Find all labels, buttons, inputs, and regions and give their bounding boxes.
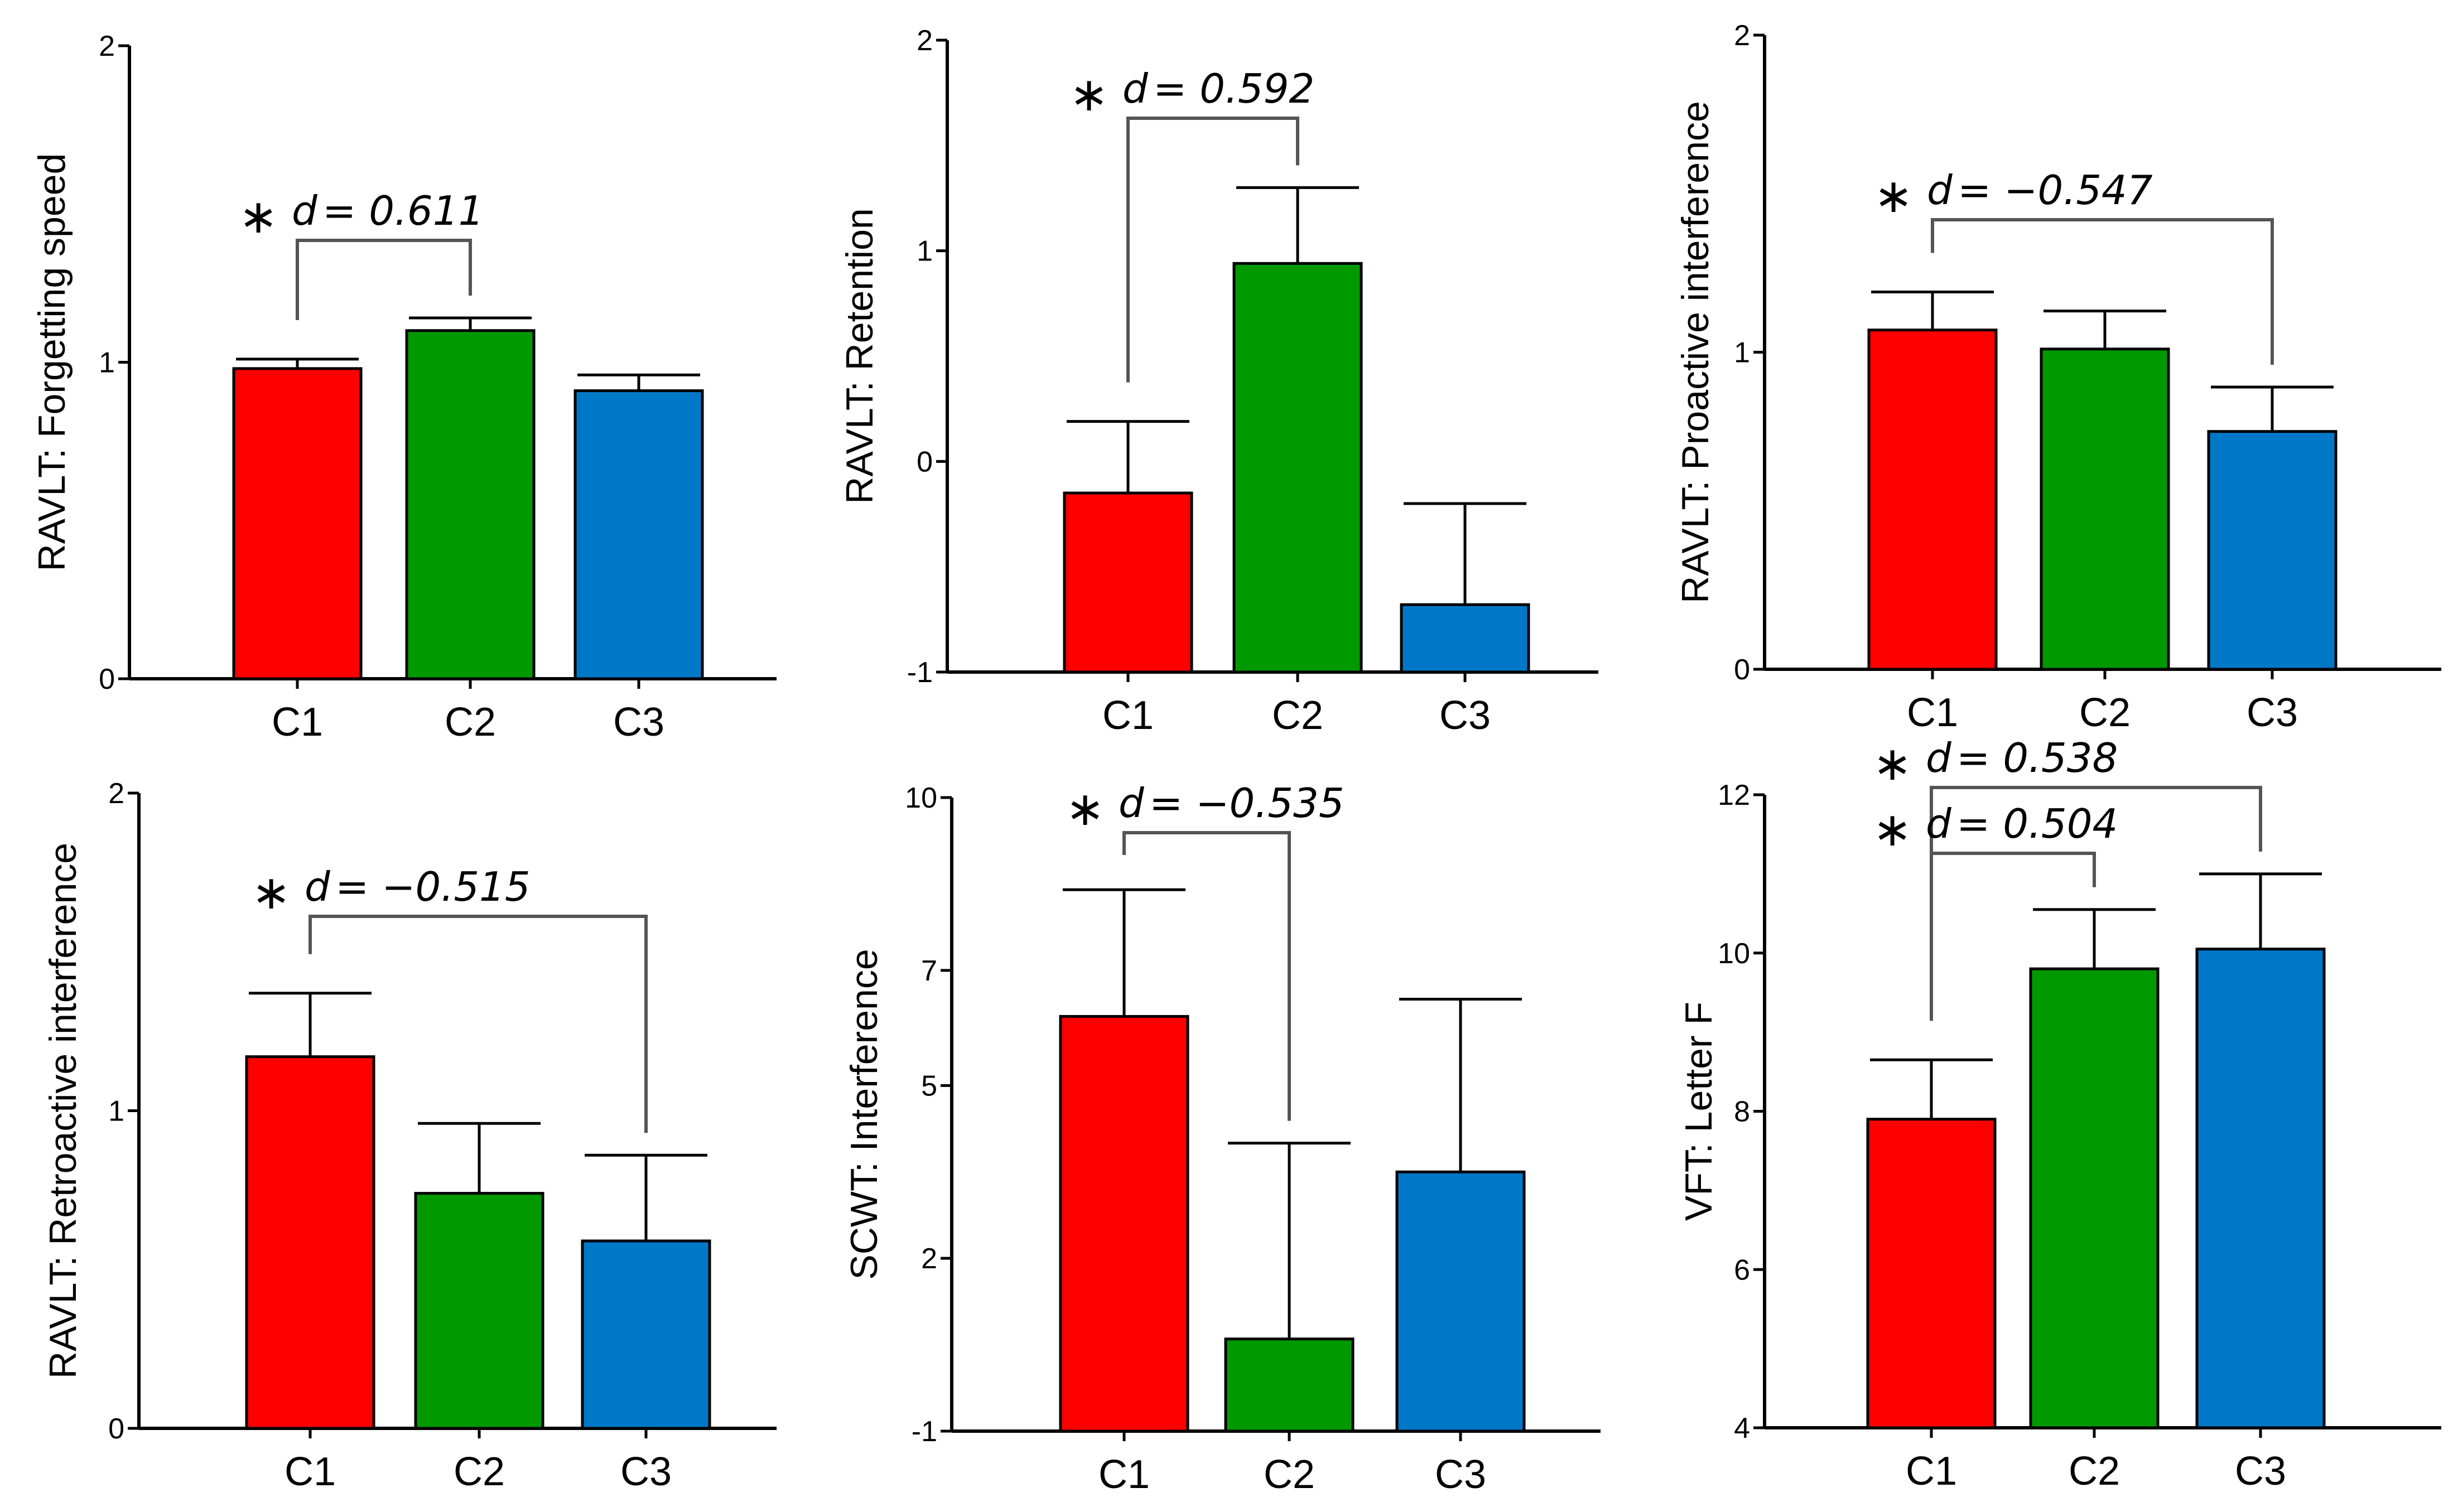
bar-c2 <box>2040 347 2170 671</box>
chart-panel-1: RAVLT: Forgetting speed 0 1 2 C1 C2 C3 ∗ d = 0.6… <box>31 30 777 745</box>
chart-panel-6: VFT: Letter F 4 6 8 10 12 C1 C2 C3 ∗ d = 0.538 ∗ d =… <box>1678 735 2441 1494</box>
significance-star: ∗ <box>1874 168 1913 223</box>
y-tick-label: 1 <box>917 235 933 268</box>
y-tick-label: 6 <box>1734 1254 1750 1286</box>
chart-panel-2: RAVLT: Retention -1 0 1 2 C1 C2 C3 ∗ d = 0.592 <box>838 25 1598 738</box>
y-tick-label: 2 <box>1734 20 1750 52</box>
significance-bracket <box>1126 117 1299 383</box>
effect-size-label: d <box>1122 65 1149 112</box>
y-axis-title: RAVLT: Proactive interference <box>1674 101 1717 603</box>
chart-panel-5: SCWT: Interference -1 2 5 7 10 C1 C2 C3 ∗ d = −0.5… <box>843 780 1601 1497</box>
significance-star: ∗ <box>1873 802 1912 857</box>
bar-c3 <box>2207 430 2337 671</box>
bar-c3 <box>1400 603 1530 674</box>
y-axis-title: RAVLT: Retroactive interference <box>42 843 84 1379</box>
x-tick-label-c2: C2 <box>454 1450 505 1494</box>
y-tick-label: 1 <box>1734 337 1750 369</box>
x-tick-label-c3: C3 <box>2247 690 2298 735</box>
y-tick-label: 0 <box>1734 654 1750 686</box>
y-axis-title: RAVLT: Forgetting speed <box>31 153 73 572</box>
chart-panel-3: RAVLT: Proactive interference 0 1 2 C1 C2 C3 ∗ d… <box>1674 20 2441 735</box>
y-tick-label: 12 <box>1718 779 1750 811</box>
bar-c2 <box>1232 262 1363 674</box>
y-tick-label: 10 <box>1718 938 1750 970</box>
x-tick-label-c2: C2 <box>2069 1449 2120 1494</box>
significance-star: ∗ <box>1069 67 1108 122</box>
bar-c2 <box>414 1192 544 1430</box>
significance-bracket <box>1930 852 2096 1021</box>
effect-size-label: d <box>1926 735 1952 781</box>
y-tick-label: 0 <box>917 446 933 478</box>
y-tick-label: 0 <box>108 1413 124 1445</box>
effect-size-label: d <box>305 863 331 910</box>
y-tick-label: -1 <box>912 1416 937 1448</box>
significance-bracket <box>296 239 472 320</box>
y-tick-label: 5 <box>921 1070 937 1102</box>
y-tick-label: 2 <box>99 30 115 62</box>
bar-c3 <box>581 1239 711 1430</box>
bar-c1 <box>1866 1118 1997 1429</box>
significance-bracket <box>1931 218 2274 365</box>
effect-size-value: = −0.515 <box>335 863 531 910</box>
effect-size-label: d <box>1119 780 1145 827</box>
y-tick-label: 2 <box>921 1243 937 1275</box>
x-tick-label-c1: C1 <box>272 700 323 745</box>
effect-size-value: = 0.592 <box>1153 65 1314 112</box>
effect-size-value: = 0.538 <box>1956 735 2118 781</box>
x-tick-label-c1: C1 <box>285 1450 336 1494</box>
bar-c1 <box>1059 1015 1189 1433</box>
x-tick-label-c3: C3 <box>2235 1449 2286 1494</box>
y-tick-label: 10 <box>905 782 937 814</box>
y-tick-label: 2 <box>108 777 124 810</box>
x-tick-label-c2: C2 <box>1272 693 1323 738</box>
bar-c2 <box>2029 967 2160 1429</box>
x-tick-label-c2: C2 <box>2079 690 2131 735</box>
y-tick-label: -1 <box>907 656 933 689</box>
effect-size-value: = −0.547 <box>1958 167 2153 214</box>
y-tick-label: 1 <box>99 347 115 379</box>
bar-c3 <box>1395 1170 1526 1433</box>
bar-c1 <box>245 1055 375 1430</box>
bar-c2 <box>1224 1337 1355 1433</box>
y-tick-label: 7 <box>921 955 937 987</box>
y-tick-label: 1 <box>108 1095 124 1128</box>
y-tick-label: 0 <box>99 663 115 695</box>
x-tick-label-c1: C1 <box>1906 1449 1957 1494</box>
bar-c2 <box>405 329 536 680</box>
x-tick-label-c3: C3 <box>1439 693 1491 738</box>
significance-star: ∗ <box>1873 736 1912 791</box>
effect-size-value: = −0.535 <box>1149 780 1344 827</box>
y-tick-label: 8 <box>1734 1096 1750 1128</box>
y-tick-label: 2 <box>917 25 933 57</box>
x-tick-label-c3: C3 <box>1435 1452 1486 1497</box>
effect-size-label: d <box>292 187 318 234</box>
significance-star: ∗ <box>239 189 278 244</box>
x-tick-label-c2: C2 <box>1264 1452 1315 1497</box>
significance-bracket <box>309 915 648 1133</box>
y-axis-title: VFT: Letter F <box>1678 1002 1720 1221</box>
significance-star: ∗ <box>252 865 291 920</box>
x-tick-label-c3: C3 <box>620 1450 672 1494</box>
bar-c1 <box>1867 329 1998 671</box>
x-tick-label-c3: C3 <box>613 700 664 745</box>
bar-c3 <box>2195 948 2326 1429</box>
bar-c3 <box>573 389 704 680</box>
x-tick-label-c1: C1 <box>1102 693 1154 738</box>
bar-c1 <box>1063 491 1193 674</box>
effect-size-label: d <box>1926 800 1952 847</box>
x-tick-label-c1: C1 <box>1907 690 1958 735</box>
effect-size-label: d <box>1927 167 1953 214</box>
y-axis-title: SCWT: Interference <box>843 949 885 1279</box>
effect-size-value: = 0.504 <box>1956 800 2118 847</box>
y-tick-label: 4 <box>1734 1412 1750 1445</box>
x-tick-label-c1: C1 <box>1098 1452 1150 1497</box>
significance-bracket <box>1122 831 1291 1121</box>
significance-star: ∗ <box>1066 781 1105 836</box>
bar-c1 <box>232 367 363 680</box>
chart-panel-4: RAVLT: Retroactive interference 0 1 2 C1 C2 C3… <box>42 777 777 1494</box>
x-tick-label-c2: C2 <box>445 700 496 745</box>
y-axis-title: RAVLT: Retention <box>838 208 881 504</box>
effect-size-value: = 0.611 <box>322 187 484 234</box>
